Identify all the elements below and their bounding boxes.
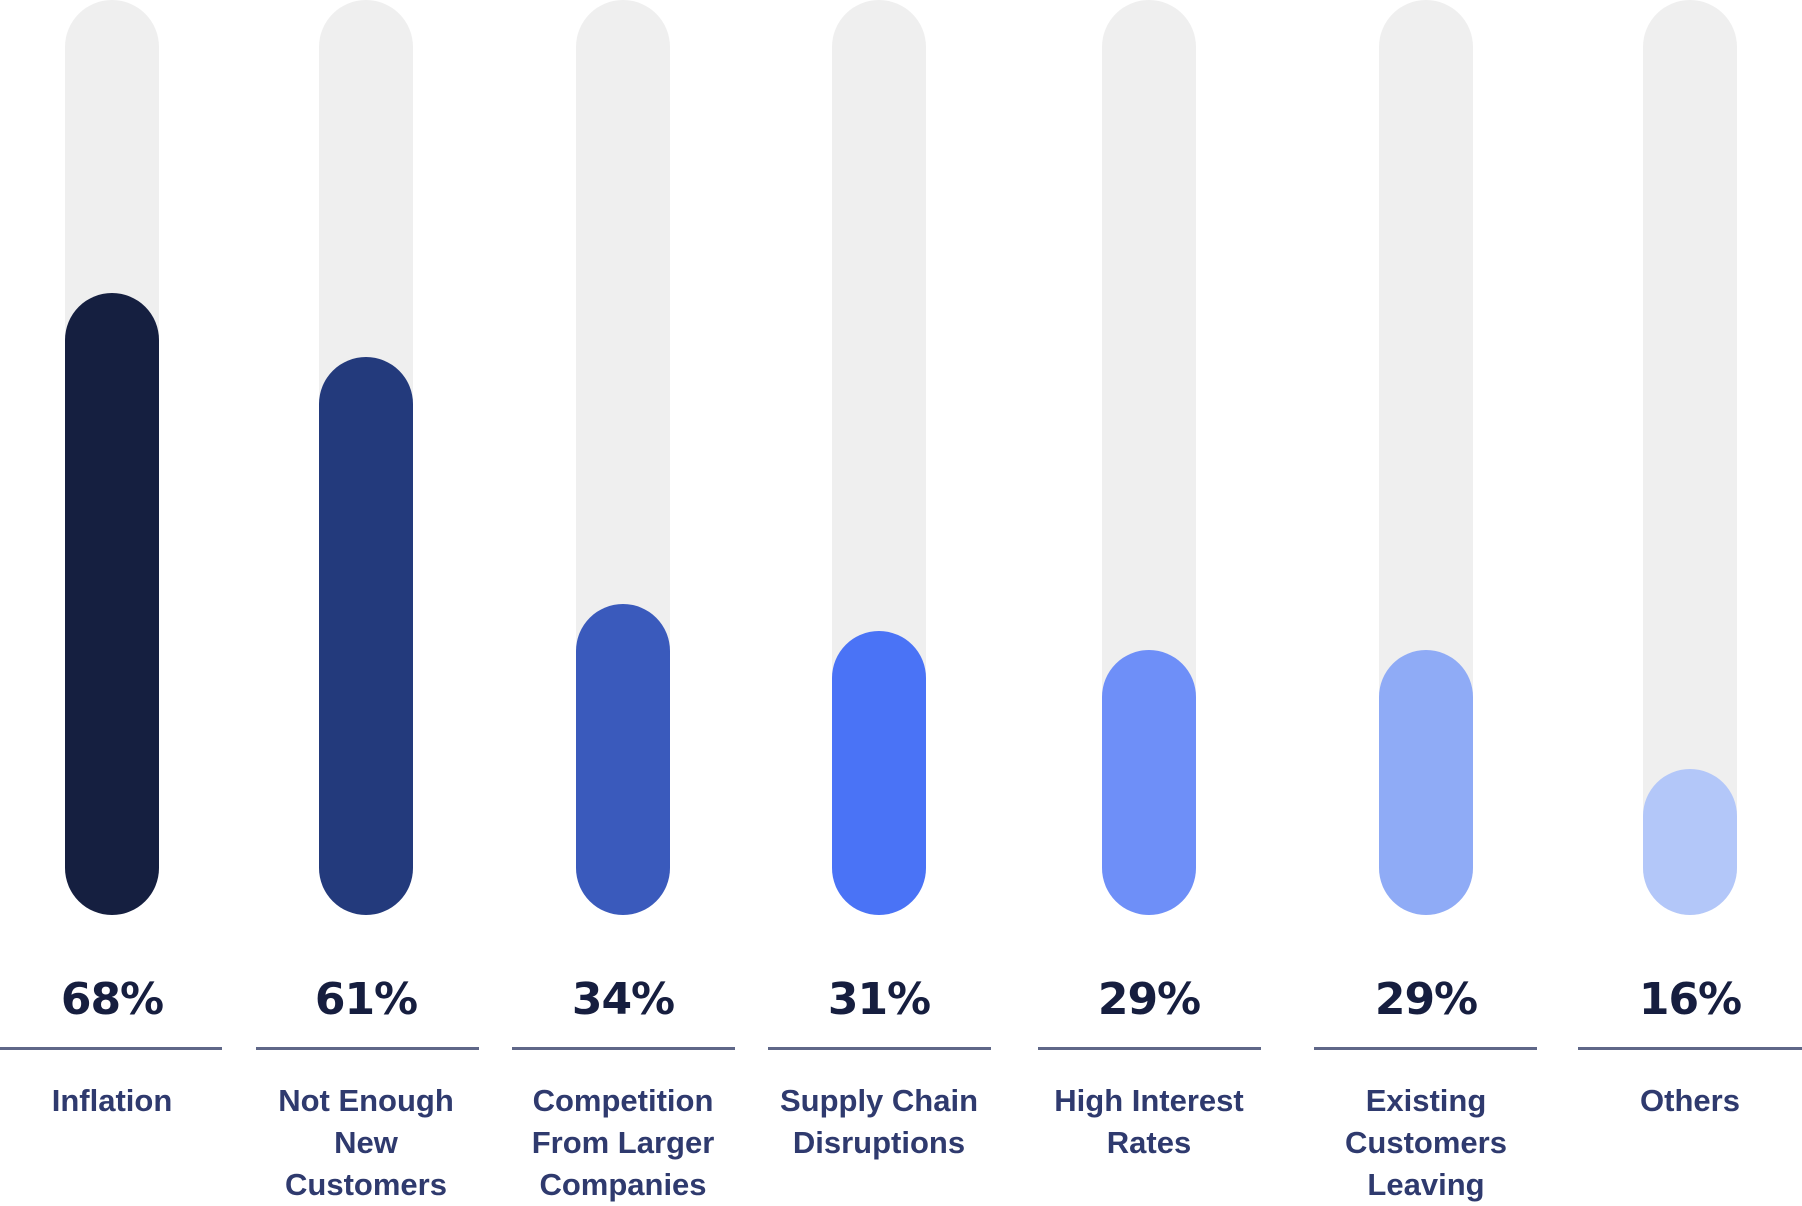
category-divider <box>768 1047 991 1050</box>
bar-2 <box>576 603 670 915</box>
category-divider <box>512 1047 735 1050</box>
data-label: 68% <box>60 974 164 1025</box>
category-divider <box>1038 1047 1261 1050</box>
tick-label-line: Others <box>1640 1083 1740 1118</box>
category-divider <box>1314 1047 1537 1050</box>
tick-label-line: Companies <box>539 1167 707 1202</box>
tick-label-line: Competition <box>532 1083 714 1118</box>
bar-5 <box>1379 649 1473 915</box>
tick-label-line: Inflation <box>51 1083 173 1118</box>
tick-label: Competition From Larger Companies <box>513 1080 733 1206</box>
tick-label-line: Supply Chain <box>779 1083 979 1118</box>
data-label: 16% <box>1638 974 1742 1025</box>
tick-label-line: Not Enough <box>278 1083 454 1118</box>
tick-label: Inflation <box>2 1080 222 1122</box>
bar-3 <box>832 631 926 915</box>
tick-label: Others <box>1580 1080 1800 1122</box>
tick-label: Supply Chain Disruptions <box>769 1080 989 1164</box>
tick-label: High Interest Rates <box>1039 1080 1259 1164</box>
tick-label-line: New <box>334 1125 398 1160</box>
category-divider <box>256 1047 479 1050</box>
tick-label: Existing Customers Leaving <box>1316 1080 1536 1206</box>
bar-4 <box>1102 649 1196 915</box>
data-label: 29% <box>1374 974 1478 1025</box>
tick-label-line: Rates <box>1106 1125 1192 1160</box>
tick-label-line: High Interest <box>1054 1083 1244 1118</box>
bar-1 <box>319 356 413 915</box>
tick-label-line: Customers <box>285 1167 447 1202</box>
data-label: 29% <box>1097 974 1201 1025</box>
data-label: 61% <box>314 974 418 1025</box>
data-label: 31% <box>827 974 931 1025</box>
bar-6 <box>1643 768 1737 915</box>
tick-label-line: From Larger <box>531 1125 715 1160</box>
tick-label-line: Disruptions <box>792 1125 966 1160</box>
bar-0 <box>65 292 159 915</box>
tick-label-line: Customers <box>1345 1125 1507 1160</box>
category-divider <box>0 1047 222 1050</box>
data-label: 34% <box>571 974 675 1025</box>
tick-label-line: Leaving <box>1367 1167 1485 1202</box>
tick-label: Not Enough New Customers <box>256 1080 476 1206</box>
category-divider <box>1578 1047 1802 1050</box>
bar-track <box>1643 0 1737 915</box>
tick-label-line: Existing <box>1365 1083 1487 1118</box>
